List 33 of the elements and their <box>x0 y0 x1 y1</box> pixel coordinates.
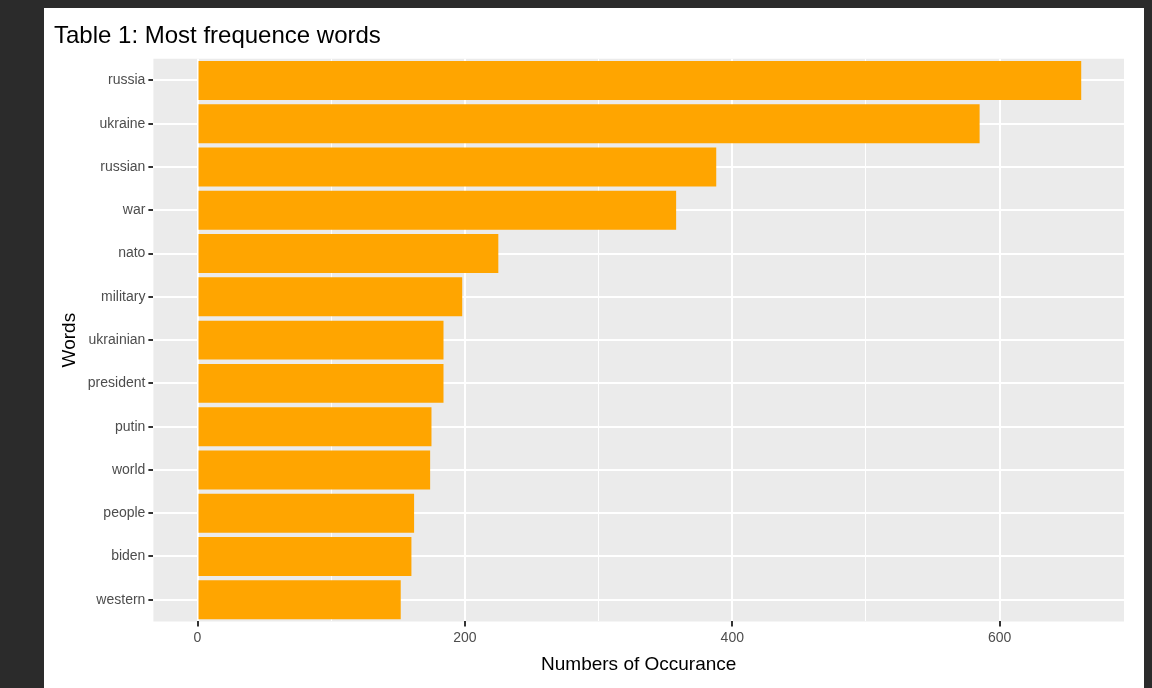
y-tick-label: russia <box>108 71 146 88</box>
bar <box>198 190 677 230</box>
x-tick-label: 200 <box>453 628 477 645</box>
x-tick-label: 0 <box>193 628 202 645</box>
bar <box>198 60 1082 100</box>
y-tick-label: people <box>103 504 146 521</box>
bar <box>198 277 463 317</box>
y-tick-label: war <box>121 201 146 218</box>
y-tick-label: ukraine <box>99 114 146 131</box>
y-tick-label: western <box>95 590 146 607</box>
bar <box>198 104 980 144</box>
chart-title: Table 1: Most frequence words <box>54 21 381 49</box>
bar <box>198 234 499 274</box>
bar <box>198 537 412 576</box>
x-tick-label: 600 <box>987 628 1012 645</box>
x-axis-title: Numbers of Occurance <box>541 652 737 674</box>
y-axis-title: Words <box>57 312 79 368</box>
bar <box>198 407 432 447</box>
x-tick-label: 400 <box>720 628 745 645</box>
bar <box>198 580 401 620</box>
y-tick-label: nato <box>118 244 146 261</box>
y-tick-label: ukrainian <box>88 330 146 347</box>
y-tick-label: world <box>110 460 146 477</box>
y-tick-label: russian <box>100 157 146 174</box>
y-tick-label: president <box>87 374 146 391</box>
bar <box>198 363 444 403</box>
y-tick-label: putin <box>115 417 146 434</box>
bar <box>198 320 444 360</box>
bar <box>198 147 717 187</box>
bar <box>198 450 431 490</box>
y-tick-label: biden <box>111 547 146 564</box>
y-tick-label: military <box>101 287 146 304</box>
bar <box>198 493 415 533</box>
